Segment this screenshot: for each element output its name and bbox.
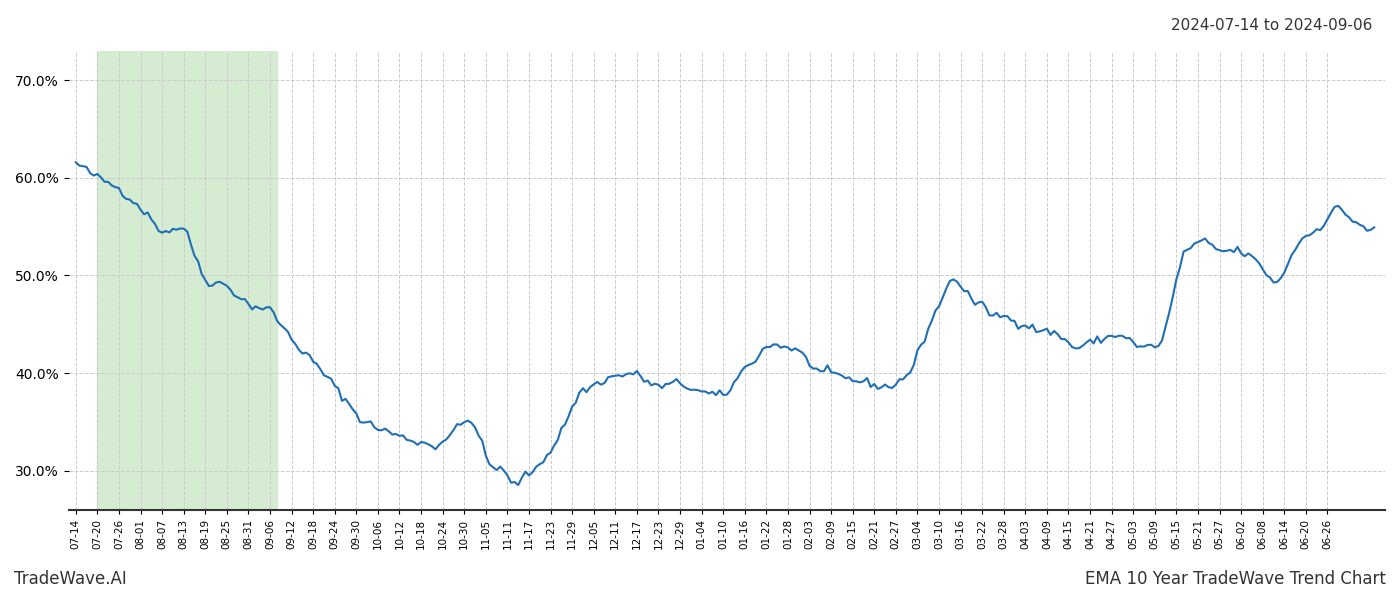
Text: 2024-07-14 to 2024-09-06: 2024-07-14 to 2024-09-06 [1170, 18, 1372, 33]
Bar [98, 51, 277, 510]
Text: TradeWave.AI: TradeWave.AI [14, 570, 127, 588]
Text: EMA 10 Year TradeWave Trend Chart: EMA 10 Year TradeWave Trend Chart [1085, 570, 1386, 588]
